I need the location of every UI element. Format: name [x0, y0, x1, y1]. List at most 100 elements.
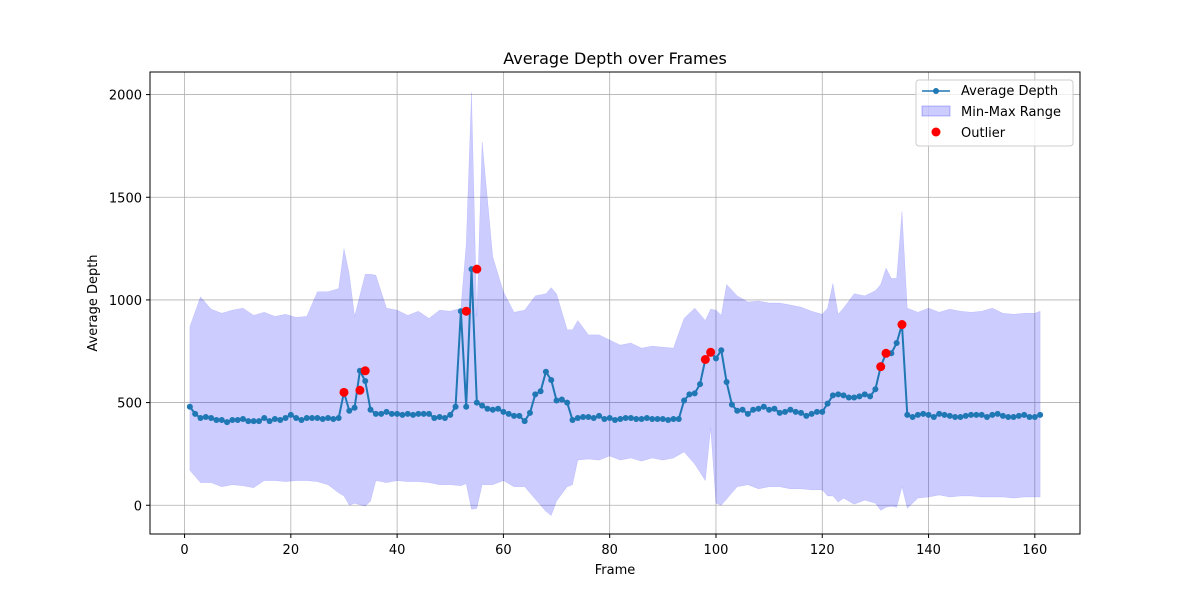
average-depth-point — [351, 404, 358, 411]
average-depth-point — [548, 377, 555, 383]
x-axis: 0 20 40 60 80 100 120 140 160 — [180, 534, 1047, 558]
legend-label-outlier: Outlier — [961, 126, 1006, 141]
average-depth-point — [654, 416, 661, 423]
average-depth-point — [771, 405, 778, 412]
average-depth-point — [489, 406, 496, 413]
average-depth-point — [840, 392, 847, 399]
average-depth-point — [728, 401, 735, 408]
average-depth-point — [750, 406, 757, 413]
outlier-point — [881, 348, 891, 358]
average-depth-point — [649, 416, 656, 423]
average-depth-point — [298, 417, 305, 424]
average-depth-point — [861, 391, 868, 398]
average-depth-point — [643, 414, 650, 421]
outlier-point — [897, 320, 907, 330]
average-depth-point — [691, 390, 698, 397]
average-depth-point — [829, 392, 836, 399]
average-depth-point — [1005, 413, 1012, 420]
average-depth-point — [590, 414, 597, 421]
average-depth-point — [500, 408, 507, 415]
average-depth-point — [973, 411, 980, 418]
average-depth-point — [633, 416, 640, 423]
average-depth-point — [909, 413, 916, 420]
average-depth-point — [622, 414, 629, 421]
x-tick-label: 120 — [810, 543, 835, 558]
average-depth-point — [234, 417, 241, 424]
average-depth-point — [957, 413, 964, 420]
average-depth-point — [872, 386, 879, 393]
outlier-point — [876, 362, 886, 372]
average-depth-point — [776, 409, 783, 416]
y-tick-label: 2000 — [109, 89, 142, 104]
average-depth-point — [612, 417, 618, 424]
average-depth-point — [213, 417, 220, 424]
average-depth-point — [1010, 413, 1017, 420]
x-tick-label: 40 — [389, 543, 406, 558]
average-depth-point — [202, 413, 209, 420]
average-depth-point — [564, 399, 571, 406]
average-depth-point — [936, 410, 943, 417]
x-tick-label: 0 — [180, 543, 188, 558]
average-depth-point — [532, 391, 539, 398]
average-depth-point — [452, 403, 459, 410]
average-depth-point — [558, 396, 565, 403]
average-depth-point — [255, 418, 262, 425]
band-layer — [189, 92, 1041, 516]
outlier-point — [472, 264, 482, 274]
legend-label-min-max-range: Min-Max Range — [961, 105, 1061, 120]
legend-marker-swatch — [933, 88, 939, 94]
min-max-band — [189, 92, 1041, 516]
average-depth-point — [819, 408, 826, 415]
outlier-layer — [339, 264, 907, 397]
average-depth-point — [893, 340, 900, 347]
average-depth-point — [824, 400, 831, 407]
average-depth-point — [495, 405, 502, 412]
average-depth-point — [537, 388, 544, 395]
average-depth-point — [309, 414, 316, 421]
average-depth-point — [399, 411, 406, 418]
y-tick-label: 0 — [134, 499, 142, 514]
average-depth-point — [367, 406, 374, 413]
average-depth-point — [569, 417, 576, 424]
average-depth-point — [208, 414, 215, 421]
average-depth-point — [659, 416, 666, 423]
average-depth-point — [914, 411, 921, 418]
average-depth-point — [250, 418, 257, 425]
chart-title: Average Depth over Frames — [503, 49, 727, 68]
average-depth-point — [739, 406, 746, 413]
x-tick-label: 160 — [1022, 543, 1047, 558]
legend-outlier-swatch — [931, 127, 941, 137]
x-tick-label: 60 — [495, 543, 512, 558]
average-depth-point — [697, 381, 704, 388]
legend-label-average-depth: Average Depth — [961, 84, 1058, 99]
average-depth-point — [521, 418, 528, 425]
x-axis-title: Frame — [595, 563, 636, 578]
outlier-point — [360, 366, 370, 376]
average-depth-point — [574, 414, 581, 421]
average-depth-point — [479, 402, 486, 409]
average-depth-point — [261, 414, 268, 421]
average-depth-point — [989, 411, 996, 418]
average-depth-point — [325, 414, 332, 421]
average-depth-point — [856, 393, 863, 400]
y-axis-title: Average Depth — [86, 254, 101, 351]
average-depth-point — [420, 410, 427, 417]
plot-frame — [149, 71, 1081, 535]
average-depth-point — [638, 416, 645, 423]
average-depth-point — [192, 410, 199, 417]
average-depth-point — [394, 410, 401, 417]
average-depth-point — [335, 414, 342, 421]
average-depth-point — [404, 410, 411, 417]
average-depth-point — [516, 412, 523, 419]
average-depth-point — [782, 408, 789, 415]
average-depth-point — [808, 410, 815, 417]
average-depth-point — [813, 408, 820, 415]
average-depth-point — [378, 410, 385, 417]
average-depth-point — [718, 347, 725, 354]
outlier-point — [461, 306, 471, 316]
average-depth-point — [744, 410, 751, 417]
average-depth-point — [606, 414, 613, 421]
legend-box — [915, 79, 1074, 147]
average-depth-point — [1015, 412, 1022, 419]
average-depth-point — [925, 411, 932, 418]
